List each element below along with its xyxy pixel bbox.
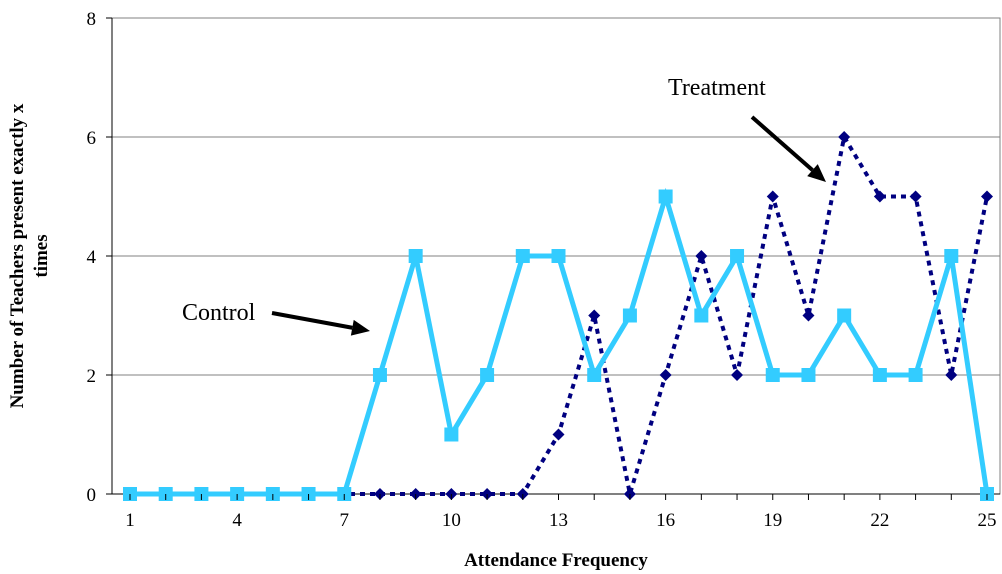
data-point-treatment xyxy=(659,369,672,381)
data-point-control xyxy=(408,249,423,263)
control-annotation-arrow xyxy=(271,311,353,330)
y-tick-label: 6 xyxy=(87,128,97,149)
y-axis-title: Number of Teachers present exactly x tim… xyxy=(7,103,52,408)
y-tick-label: 2 xyxy=(87,366,97,387)
control-annotation: Control xyxy=(182,300,370,336)
y-axis-title-line2: times xyxy=(31,234,52,277)
treatment-annotation-label: Treatment xyxy=(668,75,766,101)
series-line-control xyxy=(130,187,990,497)
data-point-treatment xyxy=(588,309,601,322)
x-tick-label: 19 xyxy=(763,510,782,531)
data-point-control xyxy=(587,368,602,382)
y-tick-label: 8 xyxy=(87,9,97,30)
data-point-treatment xyxy=(909,190,922,203)
data-point-control xyxy=(694,308,709,323)
series-control xyxy=(123,187,994,501)
y-axis-title-line1: Number of Teachers present exactly x xyxy=(7,103,28,408)
data-point-treatment xyxy=(731,369,744,381)
y-tick-label: 4 xyxy=(87,247,97,268)
data-point-control xyxy=(658,189,673,204)
control-annotation-arrowhead xyxy=(350,319,370,336)
tick-labels: 0 2 4 6 8 1 4 7 10 13 16 19 22 25 xyxy=(87,9,997,531)
data-point-control xyxy=(622,308,637,323)
x-tick-label: 7 xyxy=(340,510,350,531)
data-point-treatment xyxy=(981,190,993,203)
x-axis-title: Attendance Frequency xyxy=(464,550,648,571)
data-point-treatment xyxy=(695,250,708,262)
data-point-control xyxy=(444,427,459,442)
data-point-control xyxy=(765,368,780,382)
data-point-treatment xyxy=(552,428,565,441)
data-point-treatment xyxy=(802,309,815,322)
x-tick-label: 1 xyxy=(125,510,135,531)
data-point-treatment xyxy=(945,369,958,381)
data-point-control xyxy=(480,368,495,382)
treatment-annotation-arrow xyxy=(750,115,814,172)
data-point-control xyxy=(837,308,852,323)
data-point-control xyxy=(872,368,887,382)
data-point-control xyxy=(515,249,530,263)
treatment-annotation: Treatment xyxy=(668,75,826,182)
x-tick-label: 10 xyxy=(442,510,461,531)
y-tick-label: 0 xyxy=(87,485,97,506)
data-point-control xyxy=(801,368,816,382)
x-tick-label: 25 xyxy=(978,510,997,531)
data-point-control xyxy=(372,368,387,382)
data-point-treatment xyxy=(838,131,851,143)
data-point-control xyxy=(944,249,959,263)
control-annotation-label: Control xyxy=(182,300,256,326)
data-point-control xyxy=(908,368,923,382)
data-point-treatment xyxy=(873,190,886,203)
data-point-control xyxy=(551,249,566,263)
data-point-treatment xyxy=(766,190,779,203)
x-tick-label: 13 xyxy=(549,510,568,531)
series-layer xyxy=(123,131,994,501)
x-tick-label: 22 xyxy=(870,510,889,531)
x-tick-label: 16 xyxy=(656,510,675,531)
treatment-annotation-arrowhead xyxy=(807,164,826,182)
data-point-control xyxy=(730,249,745,263)
x-tick-label: 4 xyxy=(232,510,242,531)
